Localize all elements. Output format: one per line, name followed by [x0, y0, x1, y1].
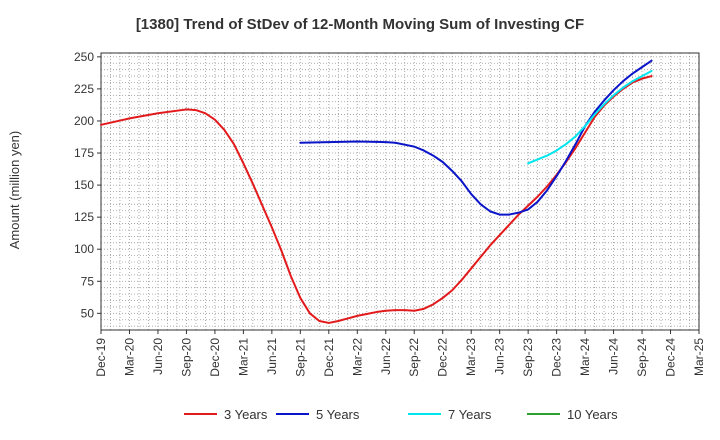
legend: 3 Years 5 Years 7 Years 10 Years [184, 407, 618, 422]
series-line-3-years [100, 75, 653, 324]
x-tick-label: Sep-23 [521, 338, 535, 377]
x-tick-label: Sep-24 [635, 338, 649, 377]
y-tick-label: 50 [81, 306, 95, 320]
grid [101, 53, 699, 330]
y-tick-label: 100 [74, 242, 94, 256]
x-tick-label: Jun-20 [151, 338, 165, 375]
series-line-7-years [527, 69, 653, 165]
x-tick-label: Sep-20 [179, 338, 193, 377]
legend-label-5-years: 5 Years [316, 407, 360, 422]
x-tick-label: Dec-21 [322, 338, 336, 377]
y-tick-label: 150 [74, 178, 94, 192]
series-line-5-years [299, 59, 653, 216]
y-axis-label: Amount (million yen) [7, 131, 22, 250]
x-tick-label: Dec-19 [94, 338, 108, 377]
x-tick-label: Dec-23 [550, 338, 564, 377]
plot-frame [100, 52, 700, 331]
x-tick-label: Jun-22 [379, 338, 393, 375]
x-tick-label: Jun-23 [493, 338, 507, 375]
y-tick-label: 225 [74, 82, 94, 96]
y-tick-label: 125 [74, 210, 94, 224]
axes [100, 52, 700, 331]
x-tick-label: Dec-22 [436, 338, 450, 377]
x-tick-label: Jun-24 [607, 338, 621, 375]
chart-title: [1380] Trend of StDev of 12-Month Moving… [136, 16, 584, 33]
y-tick-label: 200 [74, 114, 94, 128]
x-tick-label: Mar-21 [236, 338, 250, 376]
legend-label-7-years: 7 Years [448, 407, 492, 422]
legend-label-3-years: 3 Years [224, 407, 268, 422]
series-layer [100, 59, 653, 324]
y-tick-label: 175 [74, 146, 94, 160]
y-tick-labels: 50 75 100 125 150 175 200 225 250 [74, 50, 101, 320]
x-tick-label: Sep-22 [407, 338, 421, 377]
x-tick-label: Dec-24 [664, 338, 678, 377]
y-tick-label: 75 [81, 274, 95, 288]
x-tick-label: Sep-21 [293, 338, 307, 377]
x-tick-label: Mar-24 [578, 338, 592, 376]
x-tick-label: Dec-20 [208, 338, 222, 377]
x-tick-label: Jun-21 [265, 338, 279, 375]
legend-label-10-years: 10 Years [567, 407, 618, 422]
y-tick-label: 250 [74, 50, 94, 64]
x-tick-label: Mar-22 [350, 338, 364, 376]
x-tick-label: Mar-25 [692, 338, 706, 376]
x-tick-labels: Dec-19 Mar-20 Jun-20 Sep-20 Dec-20 Mar-21 Jun-… [94, 330, 706, 377]
x-tick-label: Mar-23 [464, 338, 478, 376]
x-tick-label: Mar-20 [122, 338, 136, 376]
